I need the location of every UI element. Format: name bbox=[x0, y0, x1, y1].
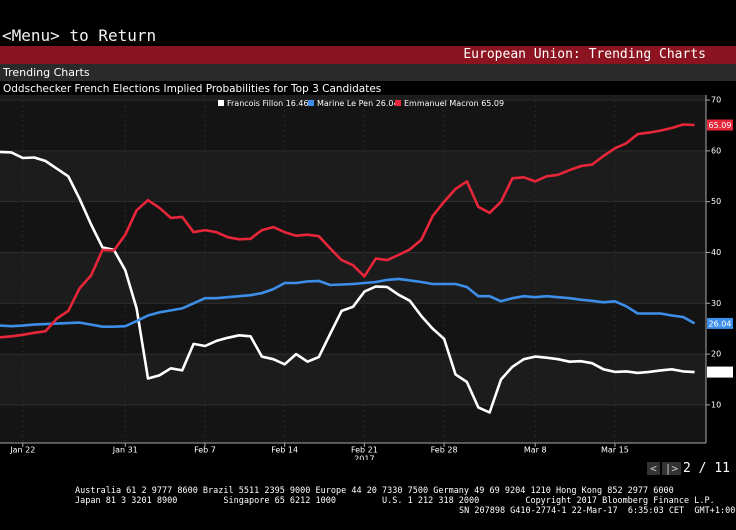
x-tick-label: Jan 22 bbox=[9, 446, 35, 455]
footer-line: SN 207898 G410-2774-1 22-Mar-17 6:35:03 … bbox=[459, 506, 736, 516]
legend-label: Francois Fillon 16.46 bbox=[227, 99, 309, 108]
footer-line: Australia 61 2 9777 8600 Brazil 5511 239… bbox=[75, 486, 674, 496]
footer-line: Japan 81 3 3201 8900 Singapore 65 6212 1… bbox=[75, 496, 715, 506]
x-year-label: 2017 bbox=[354, 455, 374, 461]
legend-swatch bbox=[308, 100, 314, 106]
x-tick-label: Feb 14 bbox=[271, 446, 298, 455]
tab-title: Trending Charts bbox=[3, 66, 90, 79]
legend-swatch bbox=[395, 100, 401, 106]
series-line bbox=[0, 150, 695, 414]
y-tick-label: 60 bbox=[711, 146, 721, 155]
y-tick-label: 50 bbox=[711, 197, 721, 206]
page-count: 2 / 11 bbox=[683, 461, 730, 476]
end-value-label: 26.04 bbox=[709, 319, 732, 328]
x-tick-label: Mar 8 bbox=[524, 446, 547, 455]
end-value-box bbox=[707, 317, 733, 329]
legend-label: Marine Le Pen 26.04 bbox=[317, 99, 399, 108]
plot-band bbox=[0, 354, 706, 405]
end-value-box bbox=[707, 119, 733, 131]
next-button[interactable]: |> bbox=[661, 462, 682, 475]
y-tick-label: 70 bbox=[711, 96, 721, 105]
section-bar: European Union: Trending Charts bbox=[0, 46, 736, 64]
section-title: European Union: Trending Charts bbox=[463, 47, 706, 62]
tab-bar: Trending Charts bbox=[0, 64, 736, 81]
plot-band bbox=[0, 95, 706, 101]
y-tick-label: 10 bbox=[711, 400, 721, 409]
plot-band bbox=[0, 303, 706, 355]
x-tick-label: Feb 28 bbox=[431, 446, 458, 455]
x-tick-label: Feb 7 bbox=[194, 446, 216, 455]
plot-band bbox=[0, 100, 706, 151]
y-tick-label: 30 bbox=[711, 299, 721, 308]
plot-band bbox=[0, 201, 706, 253]
y-tick-label: 20 bbox=[711, 350, 721, 359]
end-value-box bbox=[707, 366, 733, 378]
legend-label: Emmanuel Macron 65.09 bbox=[404, 99, 504, 108]
pager[interactable]: < |> 2 / 11 bbox=[647, 461, 730, 476]
end-value-label: 65.09 bbox=[709, 121, 732, 130]
menu-hint: <Menu> to Return bbox=[2, 26, 157, 45]
x-tick-label: Jan 31 bbox=[112, 446, 138, 455]
end-value-label: 16.46 bbox=[709, 368, 732, 377]
chart-title: Oddschecker French Elections Implied Pro… bbox=[3, 83, 382, 95]
plot-band bbox=[0, 404, 706, 443]
legend-swatch bbox=[218, 100, 224, 106]
series-line bbox=[0, 123, 695, 339]
x-tick-label: Mar 15 bbox=[601, 446, 629, 455]
y-tick-label: 40 bbox=[711, 248, 721, 257]
prev-button[interactable]: < bbox=[647, 462, 660, 475]
plot-band bbox=[0, 252, 706, 304]
x-tick-label: Feb 21 bbox=[351, 446, 378, 455]
chart: 10 20 30 40 50 60 70 Jan 22 Jan 31 Feb 7 Feb 14 Feb… bbox=[0, 95, 733, 461]
plot-band bbox=[0, 150, 706, 202]
series-line bbox=[0, 277, 696, 328]
